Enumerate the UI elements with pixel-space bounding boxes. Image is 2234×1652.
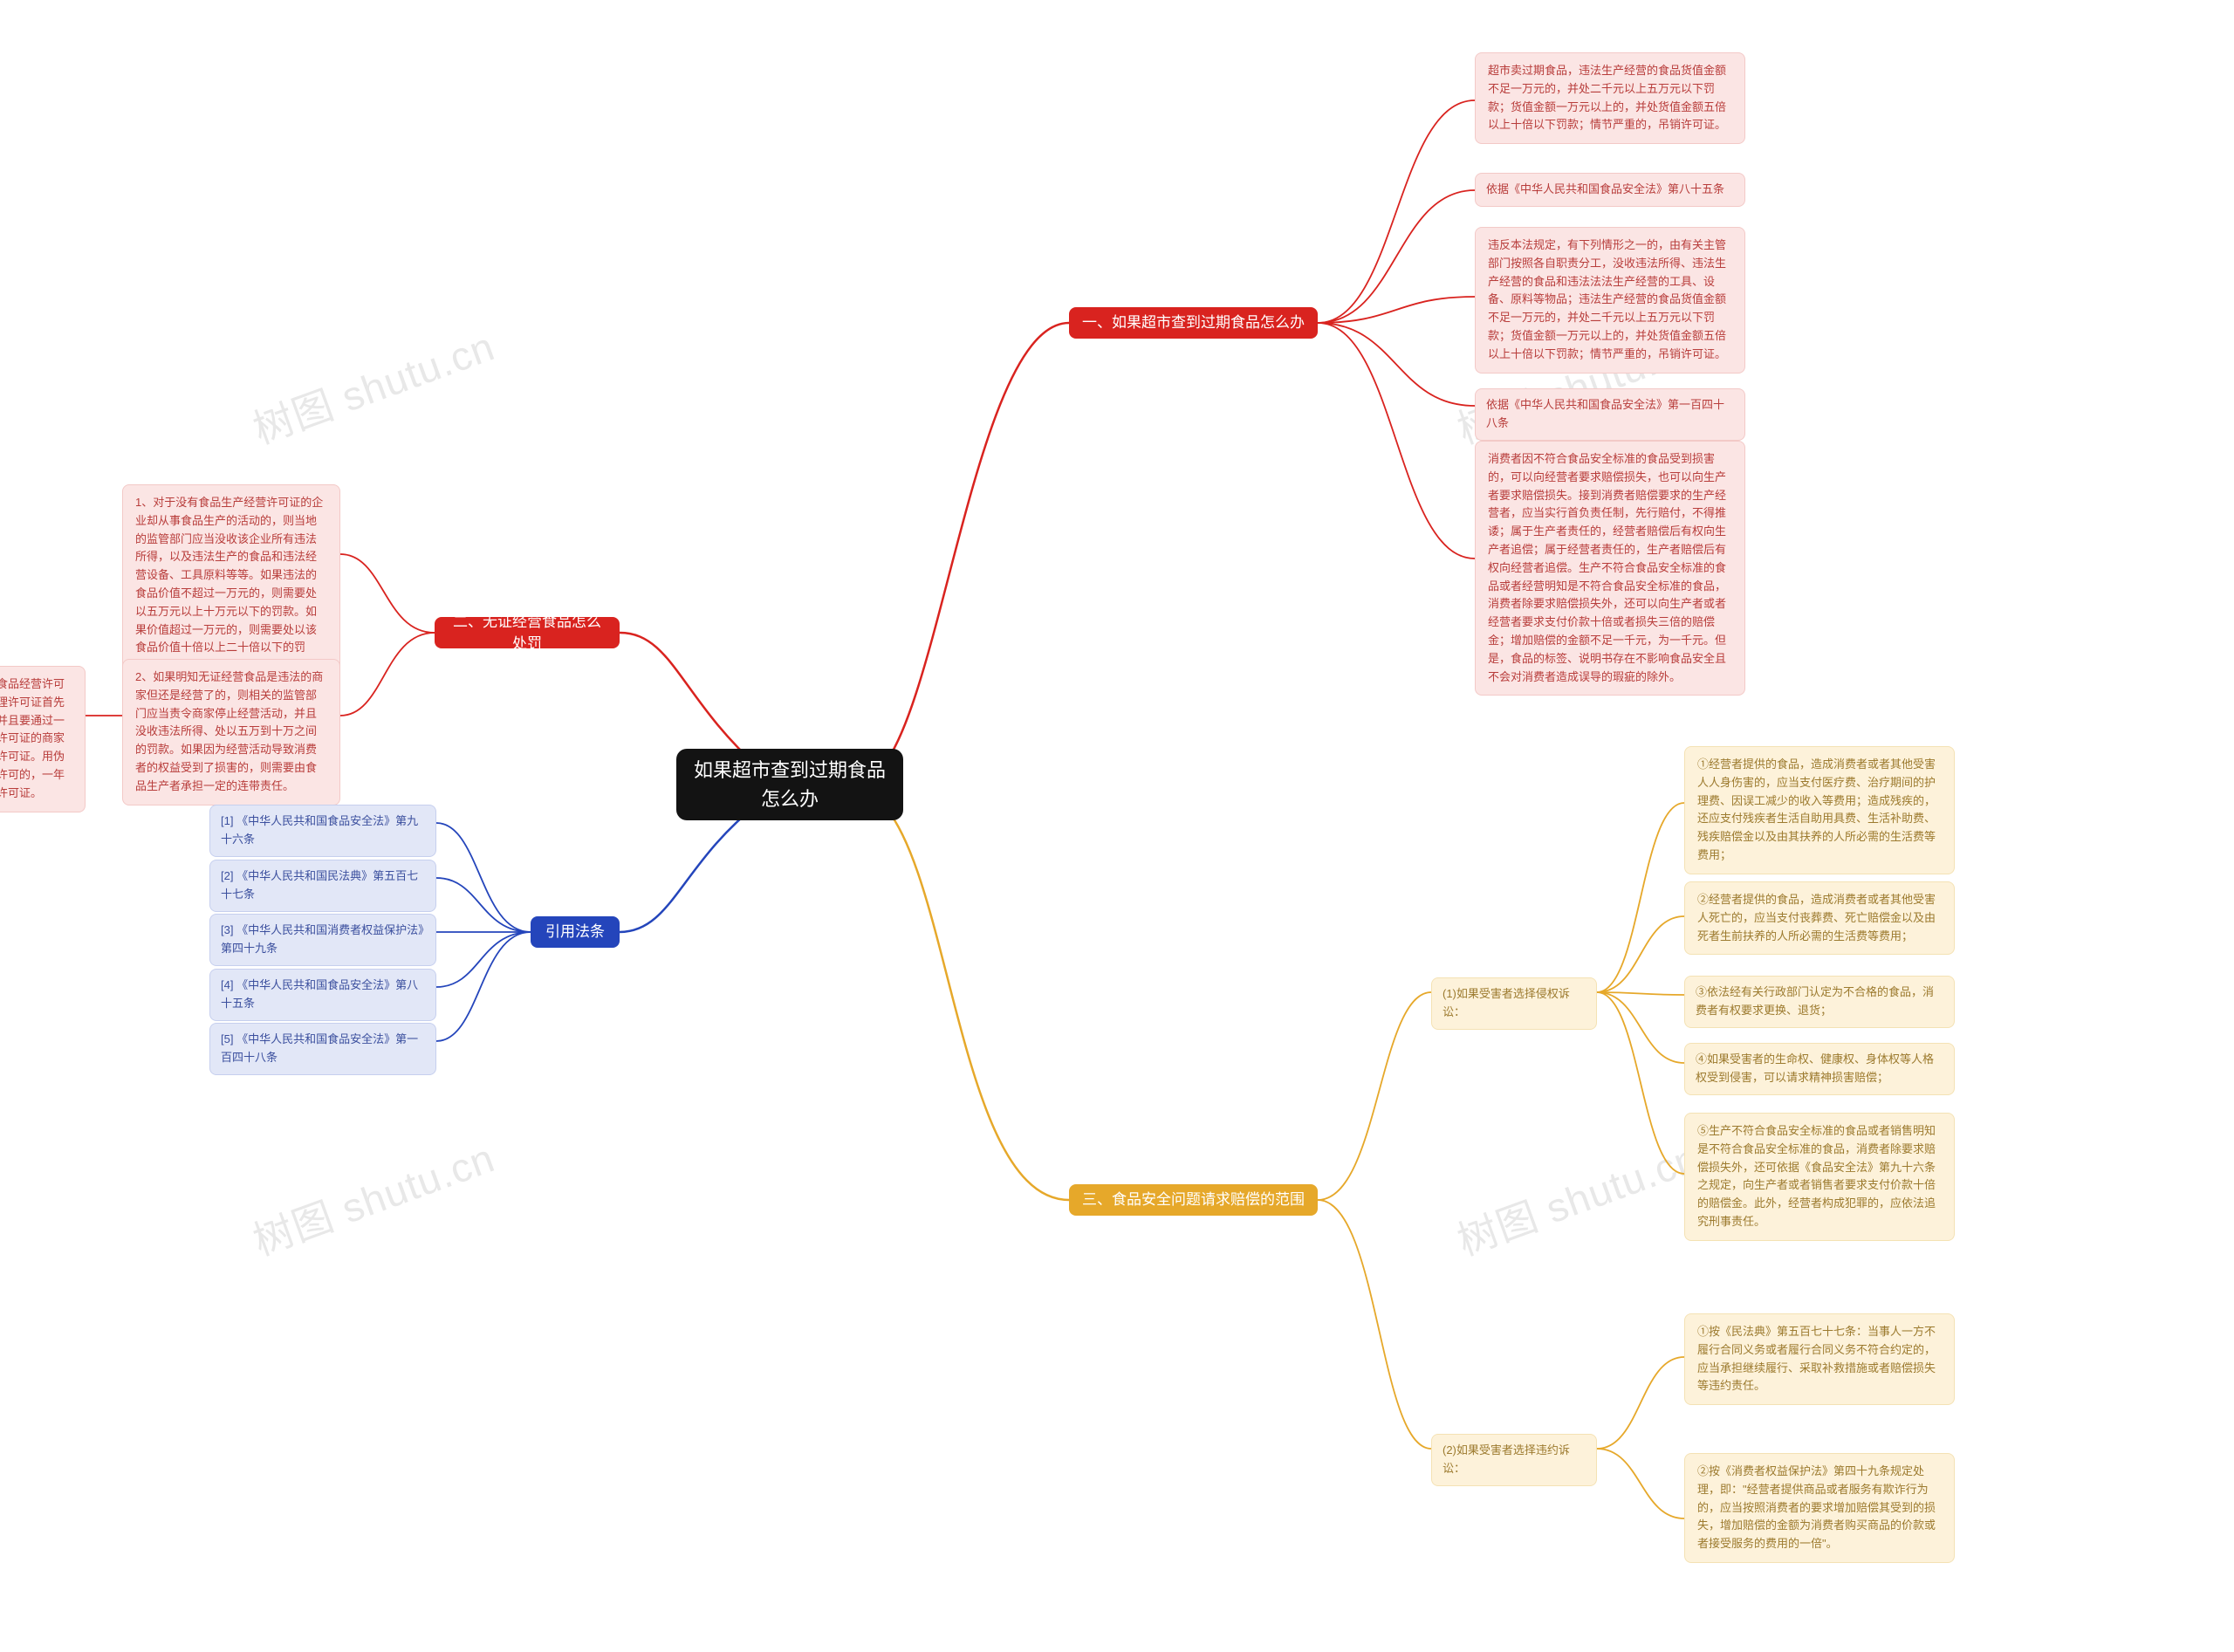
watermark: 树图 shutu.cn [1449, 1127, 1706, 1267]
root-node[interactable]: 如果超市查到过期食品怎么办 [676, 749, 903, 820]
branch-1[interactable]: 一、如果超市查到过期食品怎么办 [1069, 307, 1318, 339]
b3-s0-leaf-0[interactable]: ①经营者提供的食品，造成消费者或者其他受害人人身伤害的，应当支付医疗费、治疗期间… [1684, 746, 1955, 874]
b4-leaf-4[interactable]: [5] 《中华人民共和国食品安全法》第一百四十八条 [209, 1023, 436, 1075]
watermark: 树图 shutu.cn [244, 1127, 502, 1267]
b2-extra[interactable]: 由此可见对于餐饮业来说食品经营许可证是非常重要的，要想办理许可证首先需要有合法的… [0, 666, 86, 812]
b3-s1-leaf-1[interactable]: ②按《消费者权益保护法》第四十九条规定处理，即："经营者提供商品或者服务有欺诈行… [1684, 1453, 1955, 1563]
watermark: 树图 shutu.cn [244, 315, 502, 456]
b1-leaf-2[interactable]: 违反本法规定，有下列情形之一的，由有关主管部门按照各自职责分工，没收违法所得、违… [1475, 227, 1745, 374]
branch-3[interactable]: 三、食品安全问题请求赔偿的范围 [1069, 1184, 1318, 1216]
b1-leaf-1[interactable]: 依据《中华人民共和国食品安全法》第八十五条 [1475, 173, 1745, 207]
b3-sub-1[interactable]: (2)如果受害者选择违约诉讼： [1431, 1434, 1597, 1486]
b1-leaf-3[interactable]: 依据《中华人民共和国食品安全法》第一百四十八条 [1475, 388, 1745, 441]
b4-leaf-3[interactable]: [4] 《中华人民共和国食品安全法》第八十五条 [209, 969, 436, 1021]
b4-leaf-1[interactable]: [2] 《中华人民共和国民法典》第五百七十七条 [209, 860, 436, 912]
b1-leaf-4[interactable]: 消费者因不符合食品安全标准的食品受到损害的，可以向经营者要求赔偿损失，也可以向生… [1475, 441, 1745, 696]
b3-s0-leaf-2[interactable]: ③依法经有关行政部门认定为不合格的食品，消费者有权要求更换、退货； [1684, 976, 1955, 1028]
b3-s0-leaf-3[interactable]: ④如果受害者的生命权、健康权、身体权等人格权受到侵害，可以请求精神损害赔偿； [1684, 1043, 1955, 1095]
b2-leaf-1[interactable]: 2、如果明知无证经营食品是违法的商家但还是经营了的，则相关的监管部门应当责令商家… [122, 659, 340, 805]
branch-4[interactable]: 引用法条 [531, 916, 620, 948]
b3-s1-leaf-0[interactable]: ①按《民法典》第五百七十七条：当事人一方不履行合同义务或者履行合同义务不符合约定… [1684, 1313, 1955, 1405]
b4-leaf-2[interactable]: [3] 《中华人民共和国消费者权益保护法》第四十九条 [209, 914, 436, 966]
b3-s0-leaf-4[interactable]: ⑤生产不符合食品安全标准的食品或者销售明知是不符合食品安全标准的食品，消费者除要… [1684, 1113, 1955, 1241]
branch-2[interactable]: 二、无证经营食品怎么处罚 [435, 617, 620, 648]
b4-leaf-0[interactable]: [1] 《中华人民共和国食品安全法》第九十六条 [209, 805, 436, 857]
b3-sub-0[interactable]: (1)如果受害者选择侵权诉讼： [1431, 977, 1597, 1030]
b3-s0-leaf-1[interactable]: ②经营者提供的食品，造成消费者或者其他受害人死亡的，应当支付丧葬费、死亡赔偿金以… [1684, 881, 1955, 955]
b1-leaf-0[interactable]: 超市卖过期食品，违法生产经营的食品货值金额不足一万元的，并处二千元以上五万元以下… [1475, 52, 1745, 144]
b2-leaf-0[interactable]: 1、对于没有食品生产经营许可证的企业却从事食品生产的活动的，则当地的监管部门应当… [122, 484, 340, 685]
